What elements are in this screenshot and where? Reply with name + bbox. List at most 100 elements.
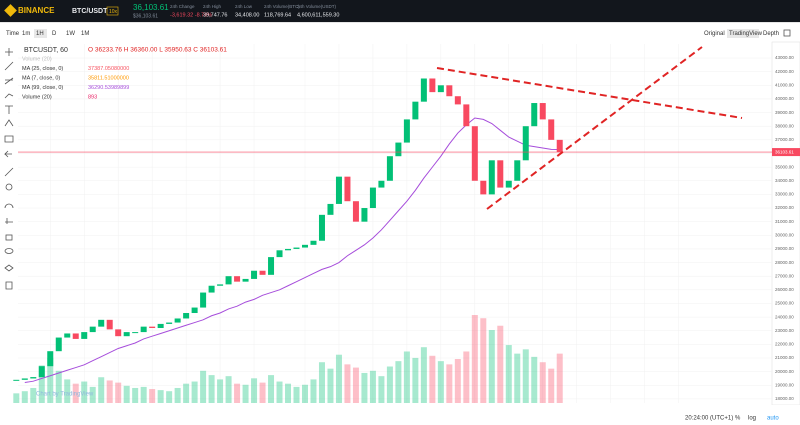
y-tick-label: 25000.00: [775, 301, 794, 306]
candle: [174, 318, 181, 323]
candle: [276, 250, 283, 258]
volume-bar: [395, 361, 402, 403]
volume-bar: [378, 376, 385, 403]
study-value: 35811.51000000: [88, 75, 129, 81]
volume-bar: [140, 386, 147, 403]
volume-bar: [47, 357, 54, 403]
volume-bar: [514, 353, 521, 403]
y-tick-label: 40000.00: [775, 96, 794, 101]
ma-line: [24, 117, 560, 384]
volume-bar: [276, 381, 283, 403]
interval[interactable]: 1W: [66, 31, 75, 37]
trend-lines: [436, 46, 743, 210]
volume-bar: [55, 370, 62, 403]
candle: [437, 85, 444, 93]
interval[interactable]: 1M: [81, 31, 89, 37]
interval[interactable]: 1m: [22, 31, 30, 37]
volume-bar: [285, 383, 292, 403]
fullscreen[interactable]: [783, 29, 791, 37]
y-tick-label: 32000.00: [775, 205, 794, 210]
candle: [352, 201, 359, 222]
view-depth[interactable]: Depth: [763, 31, 779, 37]
opt-log[interactable]: log: [748, 416, 756, 422]
candle: [89, 326, 96, 333]
candle: [420, 78, 427, 102]
interval[interactable]: 1H: [36, 31, 44, 37]
y-tick-label: 21000.00: [775, 355, 794, 360]
volume-bar: [174, 387, 181, 403]
volume-bar: [352, 367, 359, 403]
candle: [21, 378, 28, 380]
candle: [208, 285, 215, 293]
volume-bar: [123, 385, 130, 403]
volume-bar: [157, 390, 164, 403]
candle: [64, 333, 71, 338]
resistance-line: [436, 67, 743, 119]
y-tick-label: 26000.00: [775, 287, 794, 292]
price-tag-label: 36103.61: [775, 149, 794, 154]
y-tick-label: 41000.00: [775, 83, 794, 88]
candle: [335, 176, 342, 204]
candle: [361, 208, 368, 222]
volume-bar: [437, 361, 444, 403]
candle: [412, 101, 419, 120]
volume-bar: [403, 351, 410, 403]
draw-toolbar: [0, 42, 18, 425]
volume-bar: [327, 368, 334, 403]
volume-bar: [89, 386, 96, 403]
pair[interactable]: BTC/USDT: [72, 8, 108, 15]
volume-bar: [505, 345, 512, 403]
support-line: [486, 46, 703, 210]
volume-bar: [21, 391, 28, 403]
interval[interactable]: D: [52, 31, 57, 37]
candle: [378, 180, 385, 188]
candle: [30, 377, 37, 379]
volume-bar: [369, 370, 376, 403]
candle: [403, 119, 410, 143]
candle: [106, 319, 113, 330]
volume-bar: [259, 382, 266, 403]
y-tick-label: 33000.00: [775, 192, 794, 197]
volume-bar: [412, 357, 419, 403]
volume-bar: [318, 362, 325, 403]
leverage-box: [106, 6, 119, 16]
stat-label: 24h Volume(BTC): [264, 4, 300, 9]
y-tick-label: 43000.00: [775, 55, 794, 60]
volume-bar: [81, 381, 88, 403]
volume-bar: [548, 368, 555, 403]
volume-bar: [149, 389, 156, 403]
candle: [531, 103, 538, 127]
candle: [488, 160, 495, 195]
volume-bar: [531, 356, 538, 403]
stat-label: 24h Low: [235, 4, 253, 9]
price: 36,103.61: [133, 3, 169, 12]
volume-bar: [191, 381, 198, 403]
candle: [132, 332, 139, 334]
candle: [310, 240, 317, 245]
candle: [327, 203, 334, 215]
view-original[interactable]: Original: [704, 31, 725, 37]
study-name: Volume (20): [22, 94, 52, 100]
volume-bar: [361, 372, 368, 403]
legend-ohlc: O 36233.76 H 36360.00 L 35950.63 C 36103…: [88, 47, 227, 54]
candle: [539, 103, 546, 120]
candle: [166, 322, 173, 324]
y-tick-label: 30000.00: [775, 232, 794, 237]
study-value: 36290.53989899: [88, 85, 129, 91]
candle: [369, 187, 376, 209]
candle: [81, 332, 88, 339]
opt-auto[interactable]: auto: [767, 416, 779, 422]
candle: [234, 276, 241, 282]
volume-bar: [242, 384, 249, 403]
opt-percent[interactable]: %: [735, 416, 741, 422]
stat-label: 24h Volume(USDT): [297, 4, 337, 9]
view-tradingview[interactable]: TradingView: [729, 31, 763, 37]
draw-tools: [4, 48, 14, 290]
study-name: MA (99, close, 0): [22, 85, 63, 91]
candle: [140, 326, 147, 333]
x-axis-bg: [0, 405, 800, 425]
legend-symbol: BTCUSDT, 60: [24, 47, 68, 54]
candle: [149, 326, 156, 329]
y-tick-label: 34000.00: [775, 178, 794, 183]
candle: [191, 307, 198, 314]
